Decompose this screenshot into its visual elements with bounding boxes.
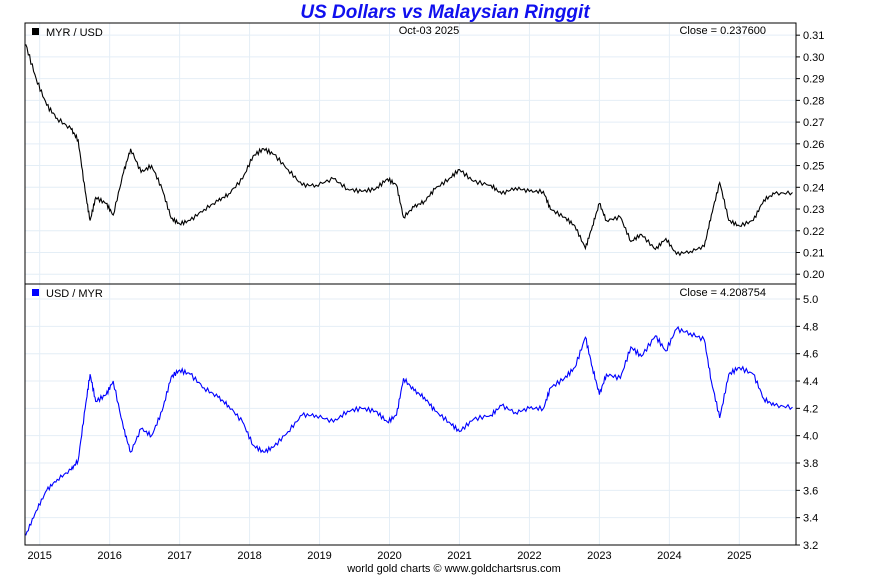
y-tick-label: 3.2 xyxy=(803,540,818,552)
myr-usd-line xyxy=(25,44,793,257)
y-tick-label: 4.4 xyxy=(803,376,818,388)
x-tick-label: 2023 xyxy=(587,550,611,562)
x-tick-label: 2022 xyxy=(517,550,541,562)
footer-credit: world gold charts © www.goldchartsrus.co… xyxy=(347,563,561,575)
y-tick-label: 4.8 xyxy=(803,321,818,333)
x-tick-label: 2019 xyxy=(307,550,331,562)
legend-swatch-blue xyxy=(32,289,39,296)
y-tick-label: 0.25 xyxy=(803,161,824,173)
y-tick-label: 0.24 xyxy=(803,182,824,194)
y-tick-label: 4.0 xyxy=(803,431,818,443)
x-tick-label: 2017 xyxy=(167,550,191,562)
y-tick-label: 4.6 xyxy=(803,349,818,361)
panel-frame xyxy=(24,283,797,546)
x-tick-label: 2018 xyxy=(237,550,261,562)
y-tick-label: 0.21 xyxy=(803,247,824,259)
y-tick-label: 0.20 xyxy=(803,269,824,281)
x-tick-label: 2024 xyxy=(657,550,681,562)
y-tick-label: 3.4 xyxy=(803,513,818,525)
panel-frame xyxy=(24,22,797,285)
y-tick-label: 0.28 xyxy=(803,95,824,107)
x-tick-label: 2016 xyxy=(97,550,121,562)
x-tick-label: 2020 xyxy=(377,550,401,562)
y-tick-label: 5.0 xyxy=(803,294,818,306)
legend-swatch-black xyxy=(32,28,39,35)
date-label: Oct-03 2025 xyxy=(399,25,460,37)
x-tick-label: 2025 xyxy=(727,550,751,562)
close-value-top: Close = 0.237600 xyxy=(679,25,766,37)
legend-usd-myr: USD / MYR xyxy=(46,288,103,300)
usd-myr-line xyxy=(25,325,793,536)
y-tick-label: 4.2 xyxy=(803,403,818,415)
y-tick-label: 0.22 xyxy=(803,226,824,238)
y-tick-label: 3.8 xyxy=(803,458,818,470)
y-tick-label: 0.27 xyxy=(803,117,824,129)
y-tick-label: 0.31 xyxy=(803,30,824,42)
y-tick-label: 0.30 xyxy=(803,52,824,64)
y-tick-label: 0.29 xyxy=(803,74,824,86)
x-tick-label: 2021 xyxy=(447,550,471,562)
close-value-bottom: Close = 4.208754 xyxy=(679,287,766,299)
x-tick-label: 2015 xyxy=(27,550,51,562)
y-tick-label: 0.26 xyxy=(803,139,824,151)
legend-myr-usd: MYR / USD xyxy=(46,27,103,39)
chart-title: US Dollars vs Malaysian Ringgit xyxy=(300,2,590,23)
y-tick-label: 0.23 xyxy=(803,204,824,216)
y-tick-label: 3.6 xyxy=(803,485,818,497)
